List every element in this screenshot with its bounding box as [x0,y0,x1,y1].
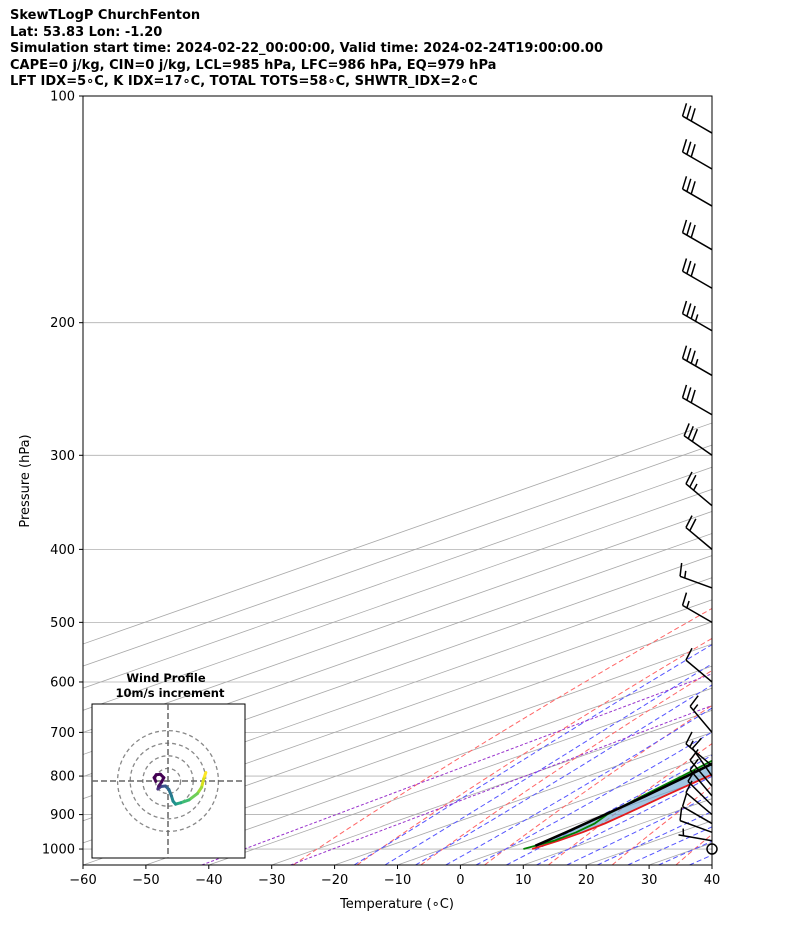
dewpoint-line [523,759,712,850]
moist-adiabat [536,775,712,865]
wind-barb [681,793,713,825]
x-tick-label: −40 [195,873,222,888]
isotherm-gridline [586,820,712,865]
y-tick-label: 600 [50,675,75,690]
x-tick-label: −20 [321,873,348,888]
inset-subtitle: 10m/s increment [116,686,225,700]
isotherm-gridline [83,422,712,645]
hodograph-segment [152,776,158,783]
x-axis-label: Temperature (∘C) [339,897,454,912]
moist-adiabat [597,810,712,865]
wind-barb [681,103,713,134]
time-line: Simulation start time: 2024-02-22_00:00:… [10,41,603,56]
y-tick-label: 800 [50,770,75,785]
chart-title: SkewTLogP ChurchFenton [10,8,201,23]
dry-adiabat [356,637,712,865]
moist-adiabat [384,663,712,865]
moist-adiabat [566,794,712,865]
x-tick-label: 30 [641,873,658,888]
x-tick-label: 10 [515,873,532,888]
y-tick-label: 400 [50,543,75,558]
temperature-line [531,773,712,850]
cape-shading [535,763,712,846]
inset-title: Wind Profile [126,671,206,685]
moist-adiabat [627,826,712,865]
wind-barb [681,300,713,332]
wind-barb [681,384,713,416]
wind-barb [679,807,713,833]
dry-adiabat [420,669,712,865]
y-tick-label: 1000 [42,843,75,858]
wind-barb [685,515,713,550]
location-line: Lat: 53.83 Lon: -1.20 [10,24,163,40]
y-tick-label: 100 [50,90,75,105]
isotherm-gridline [711,864,712,865]
dry-adiabat [484,704,712,865]
y-tick-label: 500 [50,616,75,631]
isotherm-gridline [523,798,712,865]
y-tick-label: 900 [50,808,75,823]
chart-title-block: SkewTLogP ChurchFenton Lat: 53.83 Lon: -… [10,8,603,91]
moist-adiabat [720,96,794,865]
wind-barb [685,780,713,816]
wind-barb [681,345,713,377]
isotherm-gridline [460,776,712,865]
moist-adiabat [415,684,712,865]
isotherm-gridline [83,577,712,800]
indices-line: LFT IDX=5∘C, K IDX=17∘C, TOTAL TOTS=58∘C… [10,74,478,89]
x-tick-label: −10 [384,873,411,888]
dry-adiabat [740,96,794,865]
wind-barb [683,423,713,456]
y-axis-label: Pressure (hPa) [18,434,33,527]
moist-adiabat [689,854,712,865]
dry-adiabat [292,607,712,865]
wind-barb [685,731,713,767]
wind-barb [685,647,713,683]
isotherm-gridline [83,466,712,689]
wind-barb [681,176,713,207]
wind-barb [689,748,713,787]
x-tick-label: 0 [456,873,464,888]
wind-barb [681,219,713,251]
wind-barb [685,471,713,507]
isotherm-gridline [83,621,712,844]
y-tick-label: 700 [50,726,75,741]
moist-adiabat [445,707,712,865]
wind-barb [681,258,713,289]
wind-barb [689,695,713,733]
hodograph-segment [187,792,199,802]
isotherm-gridline [83,643,712,865]
x-tick-label: −30 [258,873,285,888]
moist-adiabat [658,840,712,865]
wind-barb [679,562,713,589]
wind-barb [687,769,713,806]
moist-adiabat [353,644,712,865]
wind-barb [678,828,713,842]
x-tick-label: 20 [578,873,595,888]
cape-line: CAPE=0 j/kg, CIN=0 j/kg, LCL=985 hPa, LF… [10,57,497,73]
x-tick-label: −50 [132,873,159,888]
dry-adiabat [547,743,712,865]
parcel-line [534,762,712,847]
isotherm-gridline [83,444,712,667]
isotherm-gridline [271,709,712,865]
wind-barb [681,592,713,624]
x-tick-label: 40 [704,873,721,888]
wind-barb [681,138,713,170]
y-tick-label: 300 [50,449,75,464]
y-tick-label: 200 [50,316,75,331]
isotherm-gridline [334,731,712,865]
isotherm-gridline [648,842,712,865]
mixing-ratio-line [290,704,712,865]
x-tick-label: −60 [69,873,96,888]
isotherm-gridline [145,665,712,865]
isotherm-gridline [208,687,712,865]
moist-adiabat [475,731,712,865]
mixing-ratio-line [201,673,712,865]
isotherm-gridline [83,599,712,822]
wind-profile-inset: Wind Profile 10m/s increment [91,671,246,859]
